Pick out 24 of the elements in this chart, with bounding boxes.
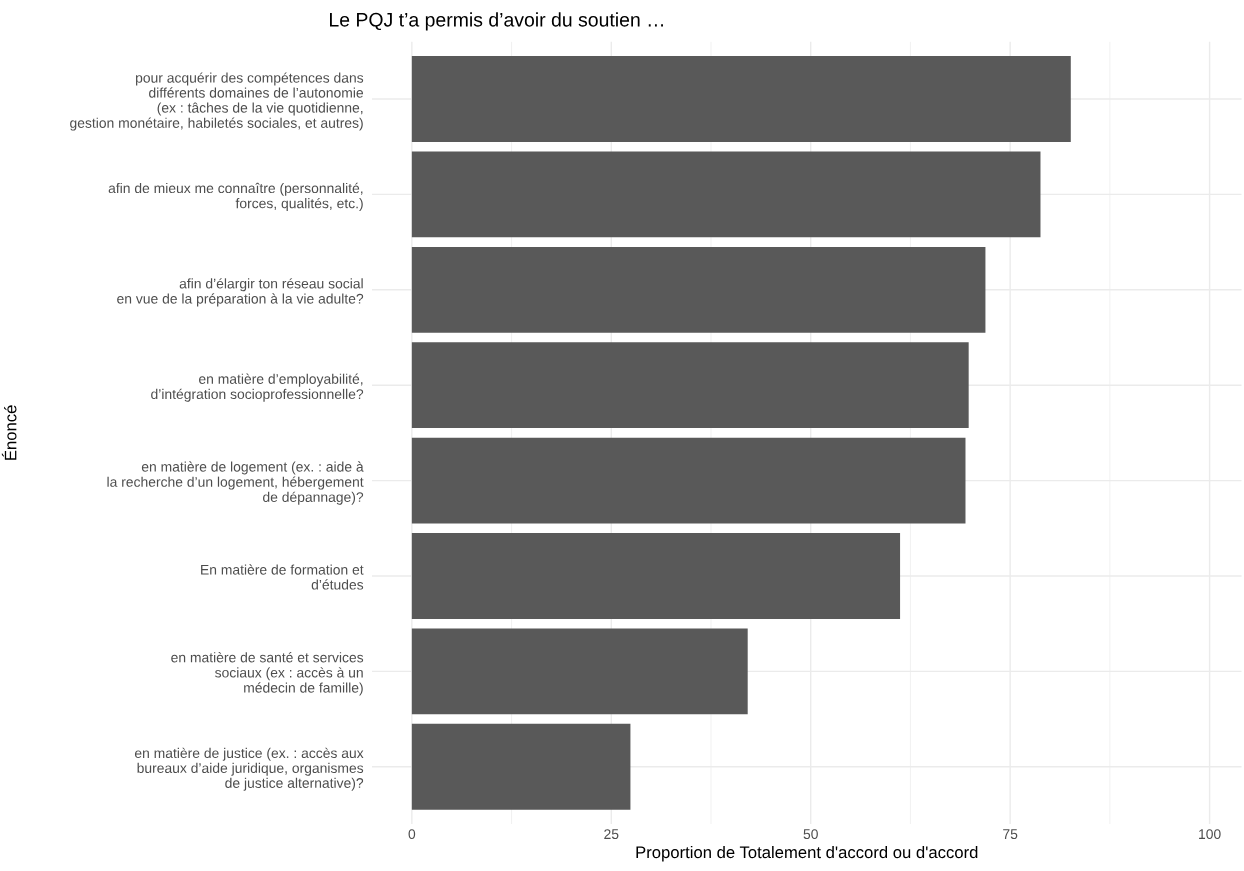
x-axis-title: Proportion de Totalement d'accord ou d'accord — [636, 845, 978, 862]
bar — [411, 533, 901, 619]
bar — [411, 342, 969, 429]
bar — [411, 151, 1041, 238]
x-tick-label: 25 — [604, 829, 619, 840]
x-tick-label: 100 — [1199, 829, 1221, 840]
bar — [411, 56, 1071, 142]
y-tick-label: en matière d’employabilité, d’intégration socioprofessionnelle? — [151, 373, 364, 402]
x-tick-label: 75 — [1003, 829, 1018, 840]
y-tick-label: afin d’élargir ton réseau social en vue de la préparation à la vie adulte? — [117, 278, 364, 307]
bar — [411, 628, 748, 715]
y-tick-label: en matière de santé et services sociaux (ex : accès à un médecin de famille) — [171, 652, 364, 696]
y-tick-label: pour acquérir des compétences dans différents domaines de l’autonomie (ex : tâches de la vie quotidienne, gestion monétaire, habiletés sociales, et autres) — [70, 72, 364, 131]
y-tick-label: en matière de justice (ex. : accès aux bureaux d’aide juridique, organismes de justice alternative)? — [134, 747, 364, 791]
x-tick-label: 50 — [803, 829, 818, 840]
bar — [411, 246, 986, 333]
bar — [411, 437, 966, 524]
x-tick-label: 0 — [408, 829, 416, 840]
y-tick-label: afin de mieux me connaître (personnalité, forces, qualités, etc.) — [108, 182, 363, 212]
bar — [411, 723, 631, 810]
y-tick-label: En matière de formation et d’études — [201, 564, 364, 590]
y-tick-label: en matière de logement (ex. : aide à la recherche d’un logement, hébergement de dépannage)? — [107, 461, 364, 505]
y-axis-title: Énoncé — [1, 405, 17, 460]
chart-title: Le PQJ t’a permis d’avoir du soutien … — [330, 12, 663, 31]
